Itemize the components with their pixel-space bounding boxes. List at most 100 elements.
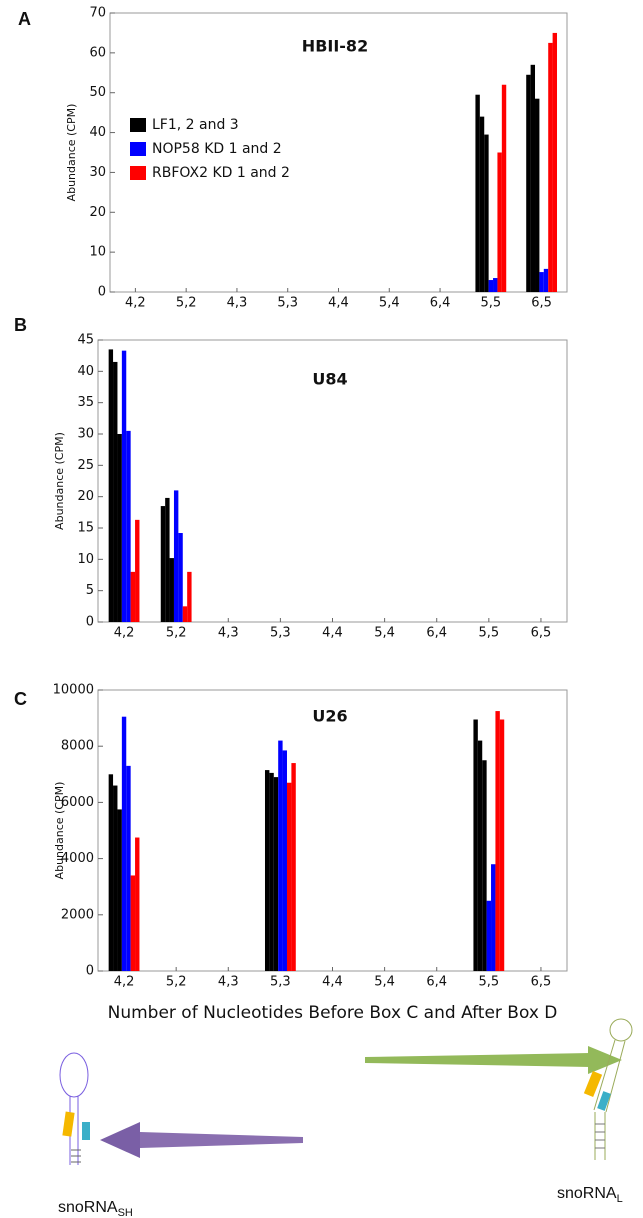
bar — [182, 606, 188, 622]
bar — [264, 770, 270, 971]
bar — [117, 434, 122, 622]
y-tick-label: 15 — [77, 521, 94, 536]
x-tick-label: 4,3 — [218, 626, 239, 641]
y-tick-label: 40 — [77, 364, 94, 379]
x-tick-label: 4,2 — [114, 626, 135, 641]
x-tick-label: 5,3 — [277, 296, 298, 311]
chart-title: U26 — [312, 707, 347, 726]
bar — [501, 84, 507, 292]
legend-swatch — [130, 166, 146, 180]
x-tick-label: 5,5 — [478, 975, 499, 990]
bar — [539, 272, 544, 292]
legend-swatch — [130, 142, 146, 156]
bar — [497, 152, 502, 292]
x-tick-label: 4,3 — [218, 975, 239, 990]
y-tick-label: 30 — [77, 427, 94, 442]
box-c — [62, 1111, 75, 1137]
y-axis-label: Abundance (CPM) — [53, 782, 66, 880]
x-tick-label: 4,4 — [328, 296, 349, 311]
y-tick-label: 10 — [77, 552, 94, 567]
stem — [595, 1123, 605, 1149]
y-tick-label: 35 — [77, 395, 94, 410]
x-tick-label: 5,4 — [374, 626, 395, 641]
chart-title: U84 — [312, 370, 347, 389]
x-axis-label: Number of Nucleotides Before Box C and A… — [108, 1003, 558, 1023]
panel-label: C — [14, 689, 27, 709]
stem — [71, 1149, 81, 1163]
bar — [273, 777, 279, 971]
bar — [135, 519, 140, 622]
y-tick-label: 0 — [86, 964, 94, 979]
bar — [165, 497, 170, 622]
panel-label: A — [18, 9, 31, 29]
x-tick-label: 5,5 — [480, 296, 501, 311]
x-tick-label: 6,5 — [531, 296, 552, 311]
x-tick-label: 4,4 — [322, 975, 343, 990]
bar — [113, 361, 118, 622]
x-tick-label: 5,2 — [166, 975, 187, 990]
bar — [491, 864, 496, 971]
x-tick-label: 4,2 — [114, 975, 135, 990]
y-tick-label: 0 — [98, 285, 106, 300]
y-tick-label: 5 — [86, 583, 94, 598]
y-tick-label: 2000 — [61, 907, 94, 922]
y-tick-label: 40 — [89, 125, 106, 140]
x-tick-label: 6,5 — [531, 975, 552, 990]
bar — [178, 533, 183, 622]
y-tick-label: 25 — [77, 458, 94, 473]
x-tick-label: 5,3 — [270, 975, 291, 990]
legend-label: RBFOX2 KD 1 and 2 — [152, 165, 290, 181]
snorna-sh — [59, 1052, 89, 1165]
x-tick-label: 5,4 — [374, 975, 395, 990]
bar — [113, 785, 118, 971]
bar — [495, 711, 500, 971]
bar — [121, 350, 127, 622]
legend-label: LF1, 2 and 3 — [152, 117, 239, 133]
y-tick-label: 8000 — [61, 739, 94, 754]
x-tick-label: 5,5 — [478, 626, 499, 641]
y-tick-label: 10 — [89, 245, 106, 260]
x-tick-label: 5,2 — [176, 296, 197, 311]
y-tick-label: 4000 — [61, 851, 94, 866]
y-tick-label: 45 — [77, 333, 94, 348]
bar — [130, 571, 136, 622]
bar — [108, 349, 114, 622]
bar — [126, 765, 131, 971]
bar — [493, 278, 498, 292]
y-tick-label: 50 — [89, 85, 106, 100]
x-tick-label: 5,3 — [270, 626, 291, 641]
x-tick-label: 6,4 — [426, 626, 447, 641]
legend-swatch — [130, 118, 146, 132]
y-tick-label: 20 — [89, 205, 106, 220]
bar — [269, 772, 274, 971]
bar — [479, 116, 485, 292]
bar — [473, 719, 478, 971]
y-tick-label: 20 — [77, 489, 94, 504]
panel-label: B — [14, 315, 27, 335]
snorna-sh-label: snoRNASH — [58, 1199, 133, 1218]
bar — [530, 64, 536, 292]
box-d — [82, 1122, 90, 1140]
bar — [543, 268, 549, 292]
bar — [108, 774, 114, 971]
y-tick-label: 60 — [89, 45, 106, 60]
bar — [482, 760, 487, 971]
y-tick-label: 6000 — [61, 795, 94, 810]
y-tick-label: 0 — [86, 615, 94, 630]
snorna-l — [593, 1018, 633, 1160]
bar — [135, 837, 140, 971]
arrow-right — [365, 1053, 590, 1067]
y-axis-label: Abundance (CPM) — [65, 104, 78, 202]
chart-title: HBII-82 — [302, 37, 368, 56]
arrow-head — [588, 1046, 622, 1074]
x-tick-label: 5,2 — [166, 626, 187, 641]
bar — [130, 875, 136, 971]
bar — [117, 809, 122, 971]
bar — [286, 782, 292, 971]
bar — [552, 32, 558, 293]
bar — [535, 98, 540, 292]
bar — [173, 490, 179, 622]
x-tick-label: 6,5 — [531, 626, 552, 641]
bar — [278, 740, 283, 971]
legend-label: NOP58 KD 1 and 2 — [152, 141, 282, 157]
